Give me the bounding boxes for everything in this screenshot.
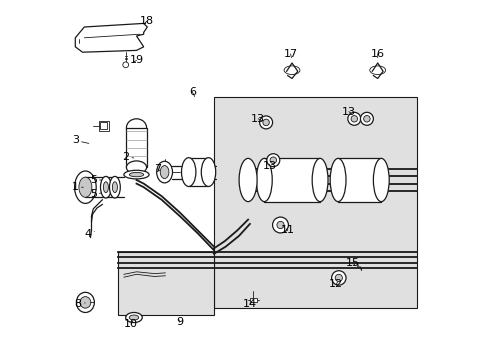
Ellipse shape [256,158,272,202]
Text: 13: 13 [251,114,264,124]
Text: 11: 11 [280,225,294,235]
Ellipse shape [129,172,143,177]
Bar [264,158,320,202]
Ellipse shape [80,297,91,308]
Ellipse shape [266,154,279,167]
Bar [101,122,107,129]
Ellipse shape [125,312,142,323]
Ellipse shape [201,158,215,186]
Text: 15: 15 [345,258,359,268]
Ellipse shape [75,171,96,203]
Text: 2: 2 [122,152,134,162]
Text: 19: 19 [129,55,143,66]
Text: 4: 4 [84,229,94,239]
Ellipse shape [269,157,276,163]
Ellipse shape [363,116,369,122]
Text: 17: 17 [283,49,297,59]
Ellipse shape [272,217,288,233]
Polygon shape [118,252,213,315]
Ellipse shape [76,292,94,312]
Ellipse shape [123,170,149,179]
Polygon shape [75,23,147,52]
Text: 1: 1 [72,182,83,192]
Ellipse shape [329,158,346,202]
Ellipse shape [112,182,117,193]
Text: 13: 13 [341,107,355,117]
Ellipse shape [259,116,272,129]
Bar [99,121,109,131]
Ellipse shape [109,176,120,198]
Ellipse shape [360,112,373,125]
Bar [337,158,381,202]
Ellipse shape [347,112,360,125]
Ellipse shape [335,274,342,282]
Ellipse shape [263,119,269,126]
Ellipse shape [126,119,146,137]
Text: 16: 16 [370,49,384,59]
Ellipse shape [311,158,327,202]
Text: 9: 9 [176,317,183,327]
Polygon shape [213,97,416,308]
Text: 10: 10 [124,319,138,329]
Text: 5: 5 [90,175,101,185]
Text: 3: 3 [72,135,89,145]
Bar [250,298,256,302]
Ellipse shape [101,176,111,198]
Bar [188,158,208,186]
Ellipse shape [156,161,172,183]
Text: 7: 7 [154,164,162,174]
Text: 5: 5 [90,189,101,199]
Ellipse shape [126,161,146,174]
Ellipse shape [373,158,388,202]
Ellipse shape [239,158,257,202]
Ellipse shape [79,177,92,197]
Ellipse shape [331,271,346,285]
Ellipse shape [129,315,139,320]
Text: 12: 12 [328,279,343,289]
Ellipse shape [122,62,128,68]
Ellipse shape [160,166,168,179]
Polygon shape [126,128,146,167]
Ellipse shape [276,221,284,229]
Ellipse shape [103,182,108,193]
Ellipse shape [181,158,196,186]
Text: 13: 13 [262,161,276,171]
Text: 14: 14 [243,299,256,309]
Text: 6: 6 [188,87,195,97]
Ellipse shape [350,116,357,122]
Text: 18: 18 [140,16,154,26]
Text: 8: 8 [75,299,85,309]
